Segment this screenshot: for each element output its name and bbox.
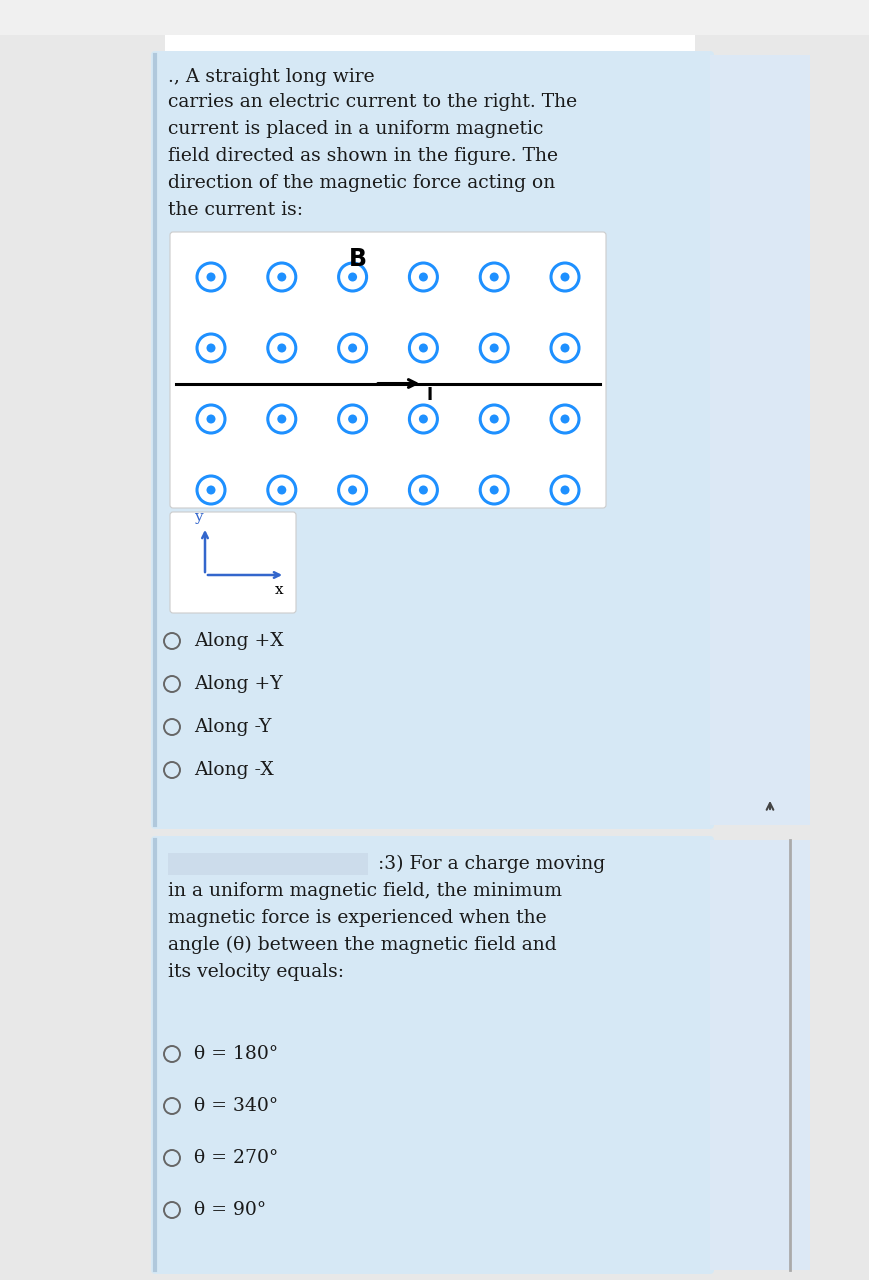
Circle shape <box>207 273 216 282</box>
Text: in a uniform magnetic field, the minimum: in a uniform magnetic field, the minimum <box>168 882 562 900</box>
Text: :3) For a charge moving: :3) For a charge moving <box>378 855 605 873</box>
Circle shape <box>277 415 286 424</box>
Circle shape <box>277 485 286 494</box>
Bar <box>710 840 810 1270</box>
Text: direction of the magnetic force acting on: direction of the magnetic force acting o… <box>168 174 555 192</box>
Bar <box>165 35 695 52</box>
Text: I: I <box>427 385 433 403</box>
Text: y: y <box>195 509 203 524</box>
Circle shape <box>561 415 569 424</box>
Circle shape <box>348 485 357 494</box>
Circle shape <box>348 415 357 424</box>
Text: field directed as shown in the figure. The: field directed as shown in the figure. T… <box>168 147 558 165</box>
Circle shape <box>419 343 428 352</box>
Circle shape <box>419 485 428 494</box>
FancyBboxPatch shape <box>170 232 606 508</box>
FancyBboxPatch shape <box>151 836 714 1274</box>
FancyBboxPatch shape <box>170 512 296 613</box>
Circle shape <box>348 343 357 352</box>
Text: x: x <box>275 582 283 596</box>
Text: carries an electric current to the right. The: carries an electric current to the right… <box>168 93 577 111</box>
Circle shape <box>207 343 216 352</box>
Text: Along -Y: Along -Y <box>194 718 271 736</box>
Bar <box>710 55 810 826</box>
Text: magnetic force is experienced when the: magnetic force is experienced when the <box>168 909 547 927</box>
Text: its velocity equals:: its velocity equals: <box>168 963 344 980</box>
Circle shape <box>207 485 216 494</box>
Text: Along +Y: Along +Y <box>194 675 282 692</box>
Circle shape <box>490 415 499 424</box>
Circle shape <box>561 343 569 352</box>
Text: θ = 90°: θ = 90° <box>194 1201 266 1219</box>
Circle shape <box>490 343 499 352</box>
Circle shape <box>277 273 286 282</box>
Circle shape <box>348 273 357 282</box>
FancyBboxPatch shape <box>151 51 714 829</box>
Bar <box>168 852 368 876</box>
Circle shape <box>490 485 499 494</box>
Bar <box>0 0 869 35</box>
Circle shape <box>277 343 286 352</box>
Text: θ = 180°: θ = 180° <box>194 1044 278 1062</box>
Text: θ = 270°: θ = 270° <box>194 1149 278 1167</box>
Text: current is placed in a uniform magnetic: current is placed in a uniform magnetic <box>168 120 543 138</box>
Text: angle (θ) between the magnetic field and: angle (θ) between the magnetic field and <box>168 936 557 955</box>
Text: Along +X: Along +X <box>194 632 283 650</box>
Circle shape <box>490 273 499 282</box>
Circle shape <box>419 273 428 282</box>
Text: θ = 340°: θ = 340° <box>194 1097 278 1115</box>
Circle shape <box>419 415 428 424</box>
Text: the current is:: the current is: <box>168 201 303 219</box>
Circle shape <box>561 485 569 494</box>
Text: B: B <box>348 247 367 271</box>
Circle shape <box>207 415 216 424</box>
Circle shape <box>561 273 569 282</box>
Text: ., A straight long wire: ., A straight long wire <box>168 68 375 86</box>
Text: Along -X: Along -X <box>194 762 274 780</box>
